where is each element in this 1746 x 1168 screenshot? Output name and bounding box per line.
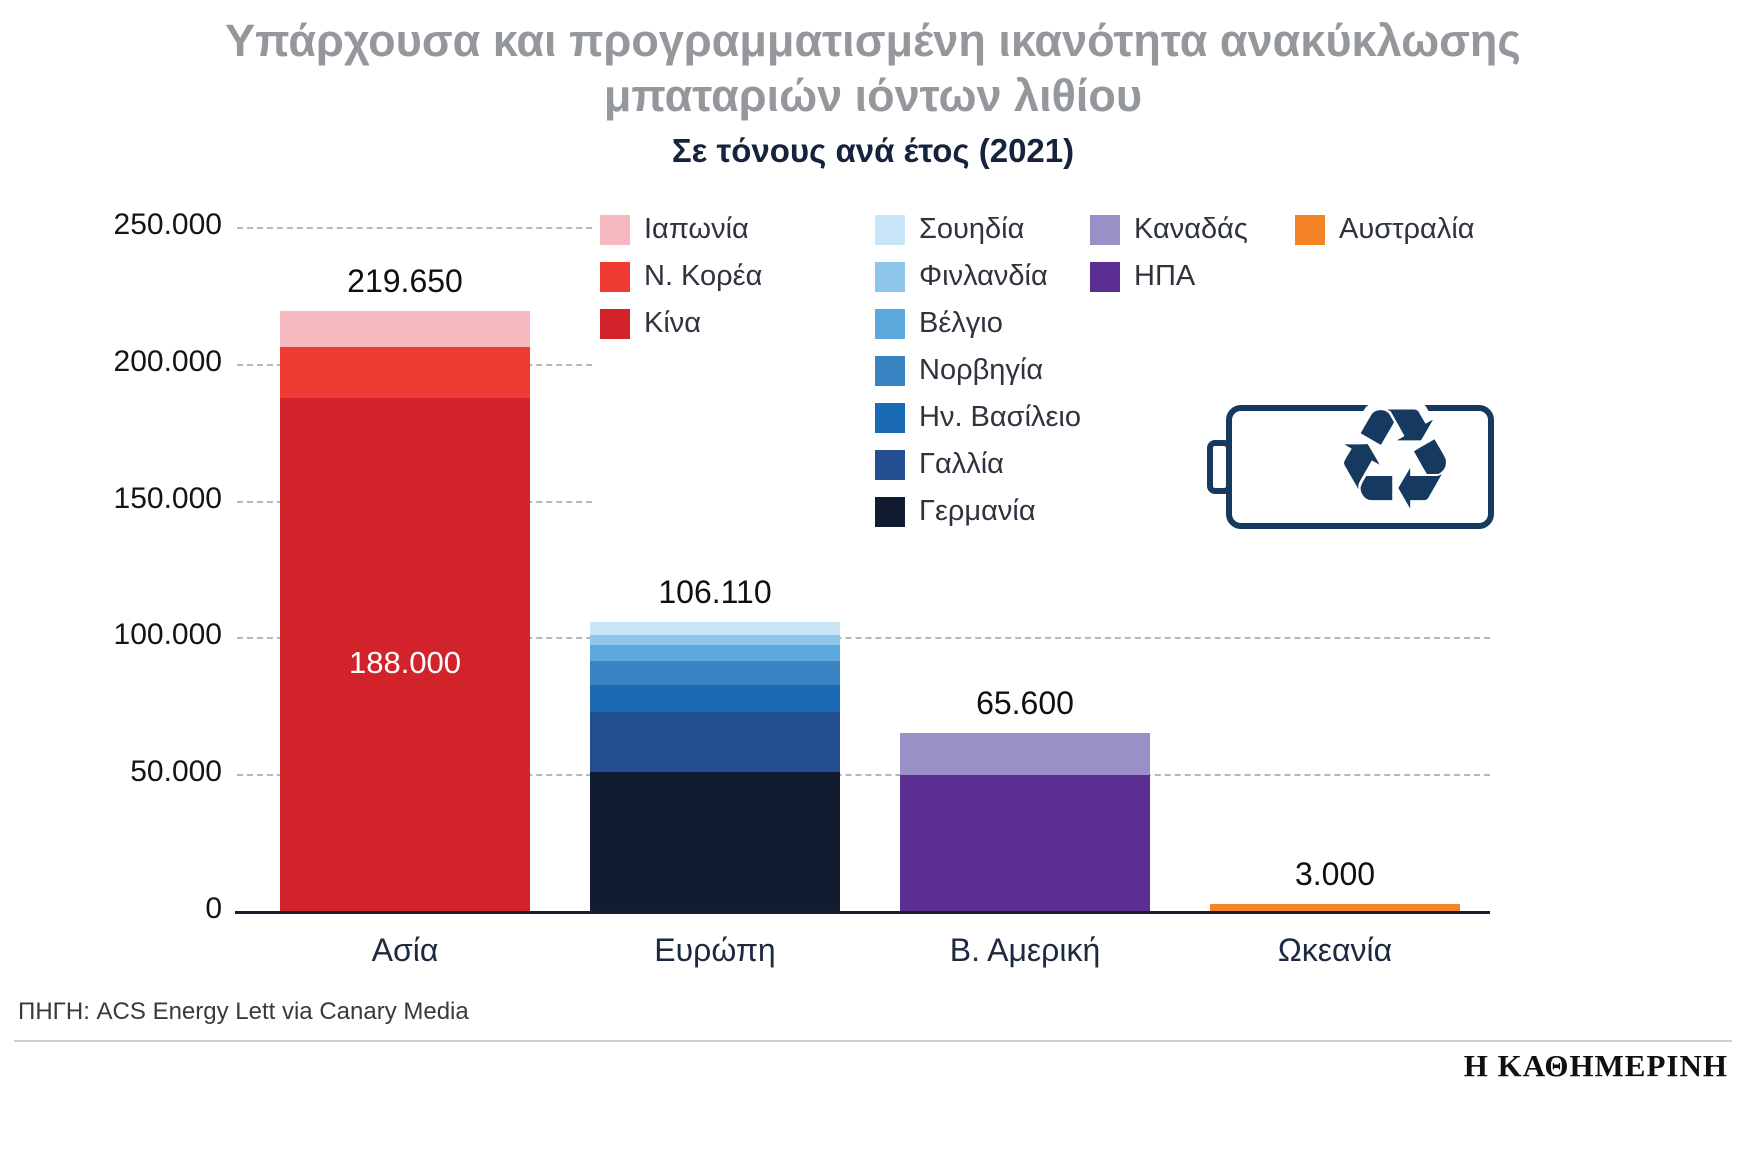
x-axis-line bbox=[235, 911, 1490, 914]
gridline bbox=[237, 637, 1490, 640]
footer-divider bbox=[14, 1040, 1732, 1042]
legend-label: Φινλανδία bbox=[919, 260, 1048, 292]
y-axis-label: 200.000 bbox=[113, 344, 222, 378]
gridline bbox=[237, 774, 1490, 777]
bar-inner-value: 188.000 bbox=[348, 644, 462, 680]
bar-total-value: 65.600 bbox=[976, 684, 1074, 721]
x-axis-label: Β. Αμερική bbox=[949, 932, 1101, 968]
bar-total-value: 3.000 bbox=[1294, 855, 1376, 892]
legend-label: Βέλγιο bbox=[919, 307, 1003, 339]
legend-label: Κίνα bbox=[644, 307, 702, 339]
bar-segment bbox=[280, 397, 530, 912]
legend-swatch bbox=[1090, 262, 1120, 292]
legend-swatch bbox=[1090, 215, 1120, 245]
recycle-icon-halo: ♻ bbox=[1332, 379, 1458, 542]
chart-title-line1: Υπάρχουσα και προγραμματισμένη ικανότητα… bbox=[225, 15, 1521, 66]
y-axis-label: 150.000 bbox=[113, 481, 222, 515]
legend-swatch bbox=[875, 262, 905, 292]
recycle-icon: ♻ bbox=[1332, 379, 1458, 542]
legend-label: Γερμανία bbox=[919, 495, 1036, 527]
legend-label: Νορβηγία bbox=[919, 354, 1044, 386]
legend-swatch bbox=[875, 356, 905, 386]
legend-label: ΗΠΑ bbox=[1134, 260, 1196, 292]
bar-segment bbox=[900, 775, 1150, 912]
legend-swatch bbox=[600, 215, 630, 245]
x-axis-label: Ασία bbox=[371, 932, 439, 968]
legend-swatch bbox=[600, 262, 630, 292]
legend-swatch bbox=[875, 497, 905, 527]
legend-label: Ιαπωνία bbox=[644, 213, 749, 245]
source-note: ΠΗΓΗ: ACS Energy Lett via Canary Media bbox=[18, 998, 469, 1025]
battery-recycling-svg: ♻ ♻ bbox=[1207, 370, 1494, 551]
bar-segment bbox=[280, 311, 530, 347]
bar-segment bbox=[590, 635, 840, 645]
x-axis-label: Ωκεανία bbox=[1277, 932, 1393, 968]
bar-segment bbox=[590, 712, 840, 773]
legend-label: Ην. Βασίλειο bbox=[919, 401, 1082, 433]
legend-swatch bbox=[875, 450, 905, 480]
publisher-logo: Η ΚΑΘΗΜΕΡΙΝΗ bbox=[1463, 1048, 1728, 1083]
chart-title: Υπάρχουσα και προγραμματισμένη ικανότητα… bbox=[0, 14, 1746, 124]
bar-segment bbox=[590, 661, 840, 685]
y-axis-label: 100.000 bbox=[113, 618, 222, 652]
bar-segment bbox=[1210, 903, 1460, 912]
y-axis-label: 250.000 bbox=[113, 208, 222, 241]
legend-backdrop bbox=[592, 208, 1502, 570]
legend-swatch bbox=[875, 309, 905, 339]
chart-title-line2: μπαταριών ιόντων λιθίου bbox=[603, 69, 1143, 121]
bar-segment bbox=[590, 621, 840, 636]
legend-swatch bbox=[600, 309, 630, 339]
legend-label: Σουηδία bbox=[919, 213, 1025, 245]
legend-label: Γαλλία bbox=[919, 448, 1004, 480]
legend-swatch bbox=[1295, 215, 1325, 245]
y-axis-label: 50.000 bbox=[130, 755, 222, 789]
battery-recycling-icon: ♻ ♻ bbox=[1195, 348, 1505, 553]
bar-segment bbox=[590, 684, 840, 713]
bar-total-value: 219.650 bbox=[347, 263, 463, 300]
legend-label: Ν. Κορέα bbox=[644, 260, 763, 292]
legend-label: Αυστραλία bbox=[1339, 213, 1475, 245]
legend-swatch bbox=[875, 403, 905, 433]
legend-swatch bbox=[875, 215, 905, 245]
bar-segment bbox=[900, 732, 1150, 776]
y-axis-label: 0 bbox=[205, 892, 222, 925]
chart-subtitle: Σε τόνους ανά έτος (2021) bbox=[671, 132, 1075, 169]
bar-segment bbox=[590, 772, 840, 912]
x-axis-label: Ευρώπη bbox=[654, 932, 776, 968]
legend-label: Καναδάς bbox=[1134, 213, 1248, 245]
battery-terminal-icon bbox=[1207, 440, 1232, 494]
bar-segment bbox=[590, 644, 840, 662]
bar-segment bbox=[280, 346, 530, 398]
bar-total-value: 106.110 bbox=[658, 573, 772, 610]
